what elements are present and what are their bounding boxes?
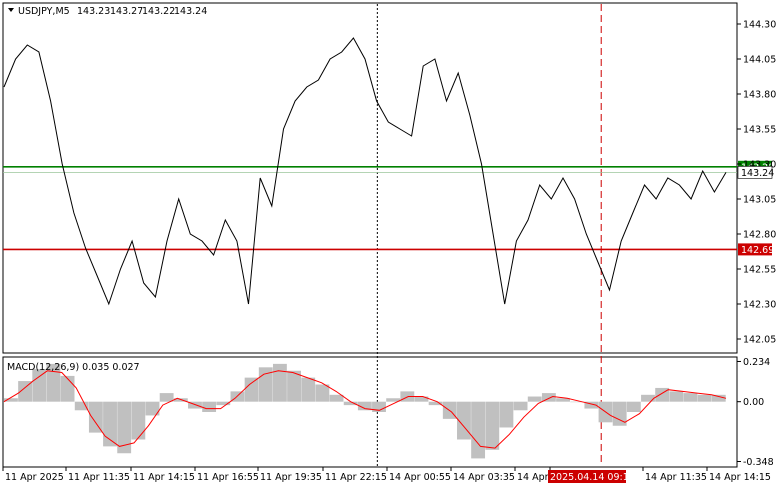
ohlc-low: 143.22 (142, 6, 175, 17)
macd-histogram-bar (103, 401, 117, 447)
macd-histogram-bar (386, 398, 401, 402)
macd-histogram-bar (32, 369, 47, 402)
macd-histogram-bar (287, 370, 301, 402)
time-tick-label: 14 Apr (517, 472, 549, 483)
macd-histogram-bar (117, 401, 132, 454)
time-tick-label: 11 Apr 11:35 (68, 472, 130, 483)
macd-histogram-bar (216, 401, 231, 406)
time-tick-label: 14 Apr 03:35 (453, 472, 515, 483)
time-tick-label: 11 Apr 16:55 (197, 472, 259, 483)
macd-histogram-bar (485, 401, 500, 450)
time-tick-label: 14 Apr 14:15 (709, 472, 771, 483)
macd-histogram-bar (4, 398, 18, 402)
macd-histogram-bar (272, 363, 287, 402)
time-crosshair-label: 2025.04.14 09:15 (550, 472, 635, 483)
symbol-label: USDJPY,M5 (18, 6, 70, 17)
price-tick-label: 144.30 (743, 20, 776, 31)
macd-tick-label: 0.234 (743, 357, 770, 368)
macd-histogram-bar (428, 401, 443, 406)
macd-histogram-bar (202, 401, 217, 412)
macd-histogram-bar (60, 375, 75, 402)
macd-histogram-bar (145, 401, 160, 416)
price-line[interactable] (3, 37, 727, 306)
current-price-label: 143.24 (741, 168, 774, 179)
time-tick-label: 11 Apr 19:35 (260, 472, 322, 483)
macd-histogram-bar (711, 394, 726, 402)
macd-tick-label: -0.348 (743, 457, 774, 468)
macd-histogram-bar (315, 384, 330, 402)
macd-histogram-bar (556, 398, 570, 402)
price-tick-label: 142.05 (743, 335, 776, 346)
macd-histogram-bar (244, 377, 259, 402)
macd-histogram-bar (88, 401, 103, 433)
macd-histogram-bar (131, 401, 146, 440)
macd-histogram-bar (612, 401, 627, 426)
price-tick-label: 142.55 (743, 265, 776, 276)
macd-histogram-bar (697, 394, 712, 402)
macd-histogram-bar (513, 401, 528, 411)
macd-histogram-bar (584, 401, 599, 409)
macd-histogram-bar (570, 401, 585, 403)
level-tag-1 (738, 243, 772, 256)
macd-histogram-bar (159, 393, 174, 402)
macd-histogram-bar (329, 394, 344, 402)
price-tick-label: 142.80 (743, 230, 776, 241)
time-tick-label: 11 Apr 2025 (5, 472, 64, 483)
time-crosshair-tag (548, 470, 626, 483)
time-tick-label: 11 Apr 22:15 (325, 472, 387, 483)
level-label-1: 142.69 (741, 245, 774, 256)
ohlc-open: 143.23 (77, 6, 110, 17)
macd-histogram-bar (527, 396, 542, 402)
price-tick-label: 142.30 (743, 300, 776, 311)
macd-histogram-bar (669, 391, 684, 402)
macd-histogram-bar (641, 394, 655, 402)
macd-histogram-bar (683, 393, 698, 402)
macd-histogram-bar (46, 363, 61, 402)
macd-histogram-bar (188, 401, 202, 409)
chart-header: USDJPY,M5 143.23 143.27 143.22 143.24 (8, 6, 207, 17)
macd-histogram-bar (626, 401, 641, 412)
macd-histogram-bar (414, 396, 429, 402)
current-price-tag (737, 166, 773, 179)
macd-histogram-bar (18, 381, 33, 402)
price-tick-label: 144.05 (743, 55, 776, 66)
dropdown-arrow-icon[interactable] (8, 8, 14, 12)
ohlc-close: 143.24 (174, 6, 207, 17)
macd-histogram-bar (471, 401, 486, 459)
macd-histogram-bar (343, 401, 358, 406)
macd-histogram-bar (372, 401, 386, 412)
macd-signal-line[interactable] (3, 370, 727, 449)
macd-title: MACD(12,26,9) 0.035 0.027 (7, 362, 140, 373)
price-tick-label: 143.30 (743, 160, 776, 171)
macd-histogram-bar (499, 401, 514, 428)
macd-histogram-bar (74, 401, 89, 411)
ohlc-high: 143.27 (110, 6, 143, 17)
time-tick-label: 11 Apr 14:15 (133, 472, 195, 483)
macd-histogram-bar (357, 401, 372, 411)
price-tick-label: 143.55 (743, 125, 776, 136)
time-tick-label: 14 Apr 00:55 (389, 472, 451, 483)
price-panel[interactable] (2, 2, 738, 354)
time-tick-label: 14 Apr 11:35 (645, 472, 707, 483)
macd-tick-label: 0.00 (743, 397, 764, 408)
price-tick-label: 143.05 (743, 195, 776, 206)
price-tick-label: 143.80 (743, 90, 776, 101)
macd-histogram-bar (301, 377, 316, 402)
macd-histogram-bar (541, 393, 556, 402)
